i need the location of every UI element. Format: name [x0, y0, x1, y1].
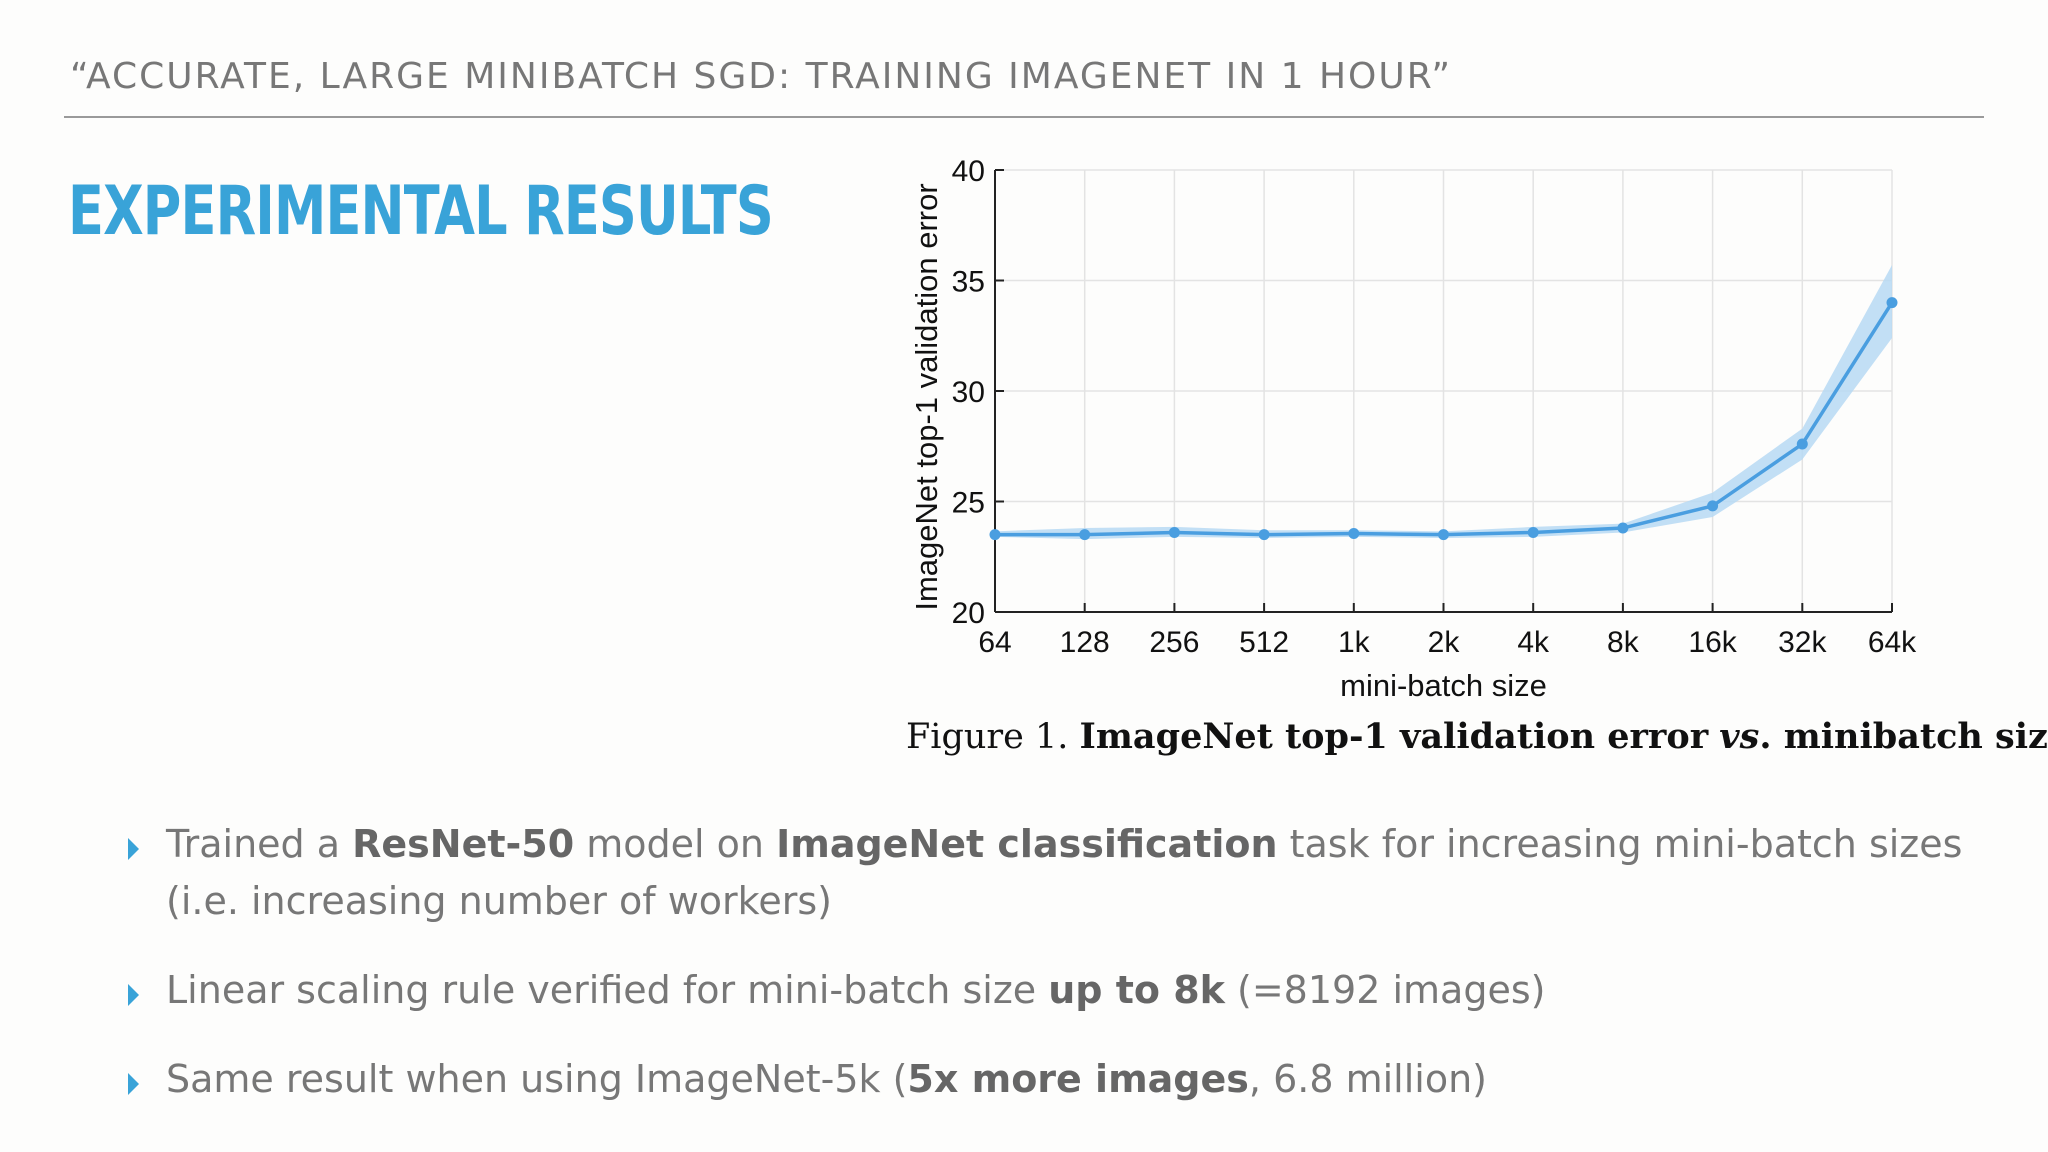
- data-point: [1258, 529, 1270, 541]
- y-tick-label: 40: [952, 155, 985, 188]
- x-axis-title: mini-batch size: [1340, 668, 1547, 703]
- caption-bold-a: ImageNet top-1 validation error: [1079, 716, 1709, 757]
- data-point: [1886, 297, 1898, 309]
- data-point: [1079, 529, 1091, 541]
- bullet-2-text-2: (=8192 images): [1224, 968, 1546, 1012]
- y-axis-title: ImageNet top-1 validation error: [909, 183, 944, 610]
- x-tick-label: 512: [1239, 626, 1289, 659]
- data-point: [1348, 528, 1360, 540]
- x-tick-label: 256: [1149, 626, 1199, 659]
- triangle-right-icon: [128, 984, 139, 1006]
- x-tick-label: 64k: [1868, 626, 1917, 659]
- bullet-3-text-2: , 6.8 million): [1248, 1057, 1487, 1101]
- figure-caption: Figure 1. ImageNet top-1 validation erro…: [906, 716, 2048, 757]
- bullet-1-text-1: Trained a: [166, 822, 353, 866]
- x-tick-label: 32k: [1778, 626, 1827, 659]
- data-point: [1168, 526, 1180, 538]
- x-tick-label: 64: [978, 626, 1011, 659]
- y-tick-label: 30: [952, 376, 985, 409]
- x-tick-label: 8k: [1607, 626, 1640, 659]
- bullet-item-1: Trained a ResNet-50 model on ImageNet cl…: [124, 816, 1984, 930]
- bullet-2-bold-1: up to 8k: [1048, 968, 1225, 1012]
- y-tick-label: 35: [952, 266, 985, 299]
- x-tick-label: 16k: [1688, 626, 1737, 659]
- triangle-right-icon: [128, 838, 139, 860]
- x-tick-label: 128: [1060, 626, 1110, 659]
- data-point: [989, 529, 1001, 541]
- bullet-item-3: Same result when using ImageNet-5k (5x m…: [124, 1051, 1984, 1108]
- bullet-item-2: Linear scaling rule verified for mini-ba…: [124, 962, 1984, 1019]
- bullet-list: Trained a ResNet-50 model on ImageNet cl…: [124, 816, 1984, 1108]
- bullet-3-text-1: Same result when using ImageNet-5k (: [166, 1057, 908, 1101]
- y-tick-label: 25: [952, 487, 985, 520]
- bullet-3-bold-1: 5x more images: [907, 1057, 1249, 1101]
- data-point: [1617, 522, 1629, 534]
- triangle-right-icon: [128, 1073, 139, 1095]
- y-tick-label: 20: [952, 597, 985, 630]
- data-point: [1527, 526, 1539, 538]
- slide-title: EXPERIMENTAL RESULTS: [68, 172, 774, 251]
- x-tick-label: 4k: [1517, 626, 1550, 659]
- data-point: [1796, 438, 1808, 450]
- bullet-1-bold-2: ImageNet classification: [776, 822, 1278, 866]
- x-tick-label: 2k: [1428, 626, 1461, 659]
- data-point: [1438, 529, 1449, 541]
- caption-prefix: Figure 1.: [906, 717, 1069, 757]
- x-tick-label: 1k: [1338, 626, 1371, 659]
- bullet-1-text-3: task for increasing mini-batch sizes (i.…: [166, 822, 1963, 923]
- caption-bold-b: . minibatch size.: [1759, 716, 2048, 757]
- slide-header: “ACCURATE, LARGE MINIBATCH SGD: TRAINING…: [70, 56, 1453, 97]
- bullet-1-text-2: model on: [574, 822, 777, 866]
- header-divider: [64, 116, 1984, 118]
- caption-italic: vs: [1719, 716, 1760, 757]
- bullet-2-text-1: Linear scaling rule verified for mini-ba…: [166, 968, 1049, 1012]
- bullet-1-bold-1: ResNet-50: [352, 822, 575, 866]
- data-point: [1707, 500, 1719, 512]
